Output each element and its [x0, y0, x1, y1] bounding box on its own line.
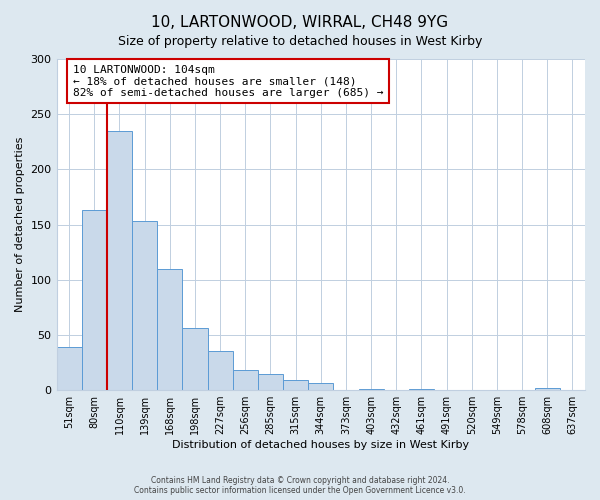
Text: 10 LARTONWOOD: 104sqm
← 18% of detached houses are smaller (148)
82% of semi-det: 10 LARTONWOOD: 104sqm ← 18% of detached … — [73, 64, 383, 98]
Bar — [258, 374, 283, 390]
Text: Size of property relative to detached houses in West Kirby: Size of property relative to detached ho… — [118, 35, 482, 48]
Bar — [535, 388, 560, 390]
Bar — [56, 347, 82, 390]
Bar — [107, 130, 132, 390]
Text: 10, LARTONWOOD, WIRRAL, CH48 9YG: 10, LARTONWOOD, WIRRAL, CH48 9YG — [151, 15, 449, 30]
Bar — [308, 384, 334, 390]
Y-axis label: Number of detached properties: Number of detached properties — [15, 137, 25, 312]
Bar — [132, 221, 157, 390]
Bar — [409, 389, 434, 390]
Bar — [157, 268, 182, 390]
Bar — [208, 352, 233, 390]
Bar — [182, 328, 208, 390]
Bar — [233, 370, 258, 390]
X-axis label: Distribution of detached houses by size in West Kirby: Distribution of detached houses by size … — [172, 440, 469, 450]
Bar — [283, 380, 308, 390]
Text: Contains HM Land Registry data © Crown copyright and database right 2024.
Contai: Contains HM Land Registry data © Crown c… — [134, 476, 466, 495]
Bar — [82, 210, 107, 390]
Bar — [359, 389, 383, 390]
